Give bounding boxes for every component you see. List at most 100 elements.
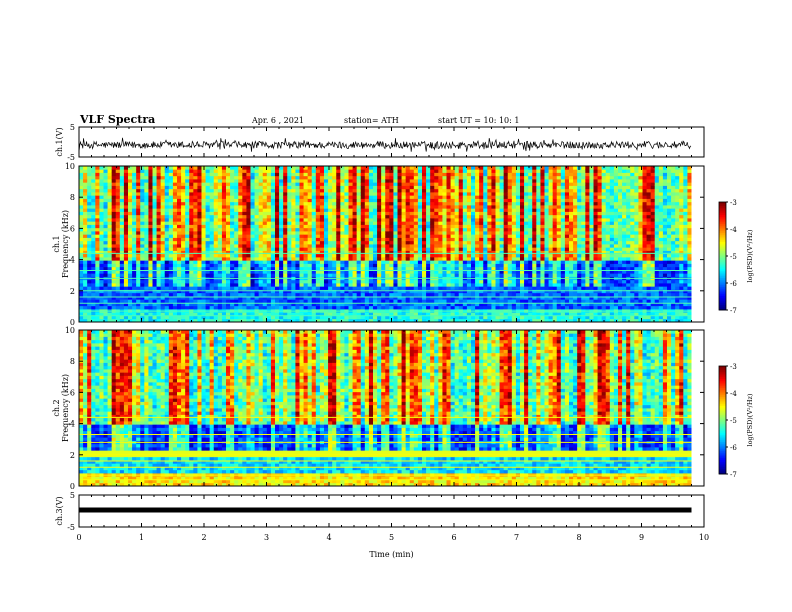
- spectrogram-cell: [487, 185, 492, 190]
- spectrogram-cell: [279, 266, 284, 271]
- spectrogram-cell: [483, 188, 488, 193]
- spectrogram-cell: [152, 299, 157, 303]
- spectrogram-cell: [389, 257, 394, 261]
- spectrogram-cell: [279, 205, 284, 209]
- spectrogram-cell: [393, 188, 398, 193]
- spectrogram-cell: [332, 318, 337, 322]
- spectrogram-cell: [152, 208, 157, 212]
- spectrogram-cell: [324, 195, 329, 199]
- spectrogram-cell: [132, 185, 137, 190]
- spectrogram-cell: [442, 244, 447, 248]
- spectrogram-cell: [111, 231, 117, 235]
- spectrogram-cell: [328, 263, 333, 268]
- spectrogram-cell: [466, 201, 472, 206]
- spectrogram-cell: [356, 188, 362, 193]
- spectrogram-cell: [254, 237, 260, 242]
- spectrogram-cell: [283, 211, 288, 216]
- spectrogram-cell: [368, 296, 374, 300]
- spectrogram-cell: [324, 227, 329, 232]
- spectrogram-cell: [221, 263, 227, 268]
- spectrogram-cell: [438, 266, 443, 271]
- spectrogram-cell: [172, 185, 178, 190]
- spectrogram-cell: [287, 175, 292, 180]
- spectrogram-cell: [160, 205, 166, 209]
- spectrogram-cell: [405, 179, 411, 183]
- spectrogram-cell: [230, 279, 235, 284]
- spectrogram-cell: [217, 302, 223, 307]
- spectrogram-cell: [136, 205, 141, 209]
- spectrogram-cell: [128, 208, 133, 212]
- spectrogram-cell: [258, 208, 264, 212]
- spectrogram-cell: [328, 218, 333, 222]
- spectrogram-cell: [356, 172, 362, 177]
- spectrogram-cell: [450, 302, 456, 307]
- spectrogram-cell: [128, 286, 133, 290]
- spectrogram-cell: [438, 175, 443, 180]
- spectrogram-cell: [103, 240, 108, 245]
- spectrogram-cell: [430, 270, 435, 274]
- spectrogram-cell: [275, 302, 280, 307]
- spectrogram-cell: [450, 166, 456, 170]
- spectrogram-cell: [483, 198, 488, 203]
- spectrogram-cell: [279, 263, 284, 268]
- spectrogram-cell: [209, 270, 215, 274]
- spectrogram-cell: [401, 172, 407, 177]
- spectrogram-cell: [107, 195, 113, 199]
- spectrogram-cell: [283, 198, 288, 203]
- spectrogram-cell: [475, 201, 480, 206]
- spectrogram-cell: [152, 198, 157, 203]
- spectrogram-cell: [340, 175, 345, 180]
- spectrogram-cell: [360, 237, 366, 242]
- spectrogram-cell: [348, 296, 353, 300]
- spectrogram-cell: [307, 312, 313, 316]
- spectrogram-cell: [144, 270, 149, 274]
- spectrogram-cell: [107, 237, 113, 242]
- spectrogram-cell: [144, 253, 149, 258]
- spectrogram-cell: [91, 299, 96, 303]
- spectrogram-cell: [201, 172, 206, 177]
- spectrogram-cell: [103, 201, 108, 206]
- spectrogram-cell: [364, 182, 370, 186]
- spectrogram-cell: [442, 192, 447, 196]
- spectrogram-cell: [454, 221, 460, 225]
- spectrogram-cell: [295, 318, 300, 322]
- spectrogram-cell: [393, 270, 398, 274]
- spectrogram-cell: [344, 188, 349, 193]
- spectrogram-cell: [319, 201, 325, 206]
- spectrogram-cell: [299, 195, 304, 199]
- spectrogram-cell: [385, 273, 390, 277]
- spectrogram-cell: [254, 205, 260, 209]
- spectrogram-cell: [107, 172, 113, 177]
- spectrogram-cell: [226, 169, 231, 173]
- spectrogram-cell: [409, 237, 415, 242]
- spectrogram-cell: [307, 201, 313, 206]
- spectrogram-cell: [213, 198, 219, 203]
- spectrogram-cell: [242, 315, 247, 320]
- spectrogram-cell: [160, 208, 166, 212]
- spectrogram-cell: [254, 221, 260, 225]
- spectrogram-cell: [99, 198, 104, 203]
- spectrogram-cell: [103, 179, 108, 183]
- spectrogram-cell: [360, 318, 366, 322]
- spectrogram-cell: [95, 315, 100, 320]
- spectrogram-cell: [332, 234, 337, 238]
- spectrogram-cell: [348, 218, 353, 222]
- spectrogram-cell: [471, 169, 476, 173]
- spectrogram-cell: [226, 250, 231, 255]
- spectrogram-cell: [287, 315, 292, 320]
- spectrogram-cell: [87, 263, 92, 268]
- spectrogram-cell: [466, 283, 472, 287]
- spectrogram-cell: [107, 273, 113, 277]
- spectrogram-cell: [209, 195, 215, 199]
- spectrogram-cell: [226, 305, 231, 310]
- spectrogram-cell: [279, 227, 284, 232]
- spectrogram-cell: [144, 185, 149, 190]
- spectrogram-cell: [115, 302, 121, 307]
- spectrogram-cell: [356, 182, 362, 186]
- spectrogram-cell: [348, 172, 353, 177]
- spectrogram-cell: [434, 201, 439, 206]
- spectrogram-cell: [413, 188, 419, 193]
- spectrogram-cell: [213, 231, 219, 235]
- spectrogram-cell: [238, 195, 243, 199]
- spectrogram-cell: [238, 299, 243, 303]
